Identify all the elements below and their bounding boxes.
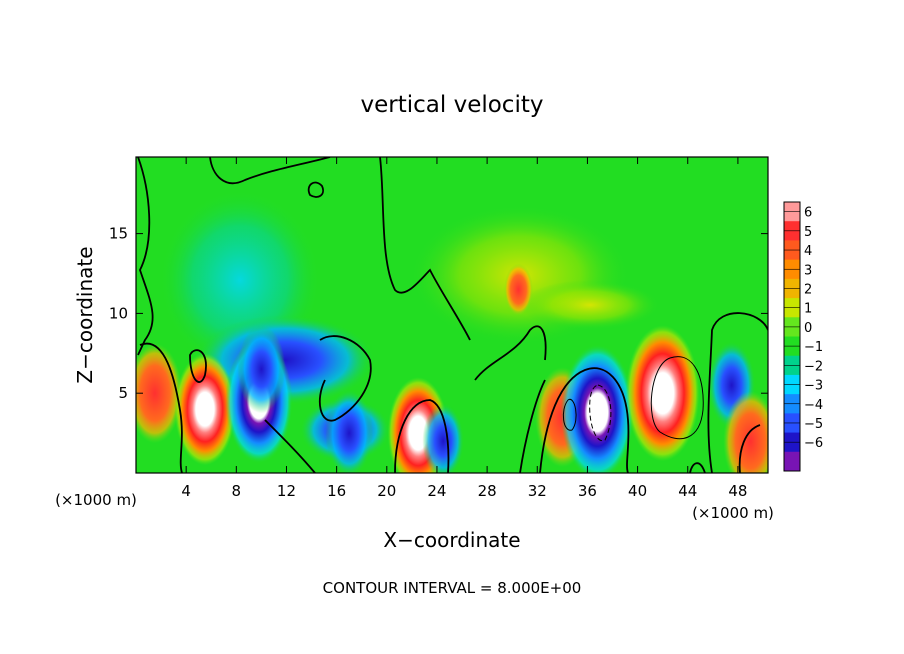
contour-line: [707, 312, 768, 473]
updraft-cell: [723, 391, 768, 473]
colorbar-label: 3: [804, 263, 812, 278]
x-tick-label: 4: [181, 482, 191, 500]
downdraft-cell: [325, 389, 374, 473]
y-tick-label: 5: [118, 384, 128, 402]
y-tick-label: 10: [109, 304, 128, 322]
contour-line: [394, 399, 450, 473]
colorbar-frame: [783, 201, 801, 472]
x-tick-label: 20: [377, 482, 396, 500]
contour-line: [738, 424, 761, 473]
y-axis: 5 10 15: [109, 225, 768, 402]
contour-line-negative: [589, 384, 612, 442]
updraft-cell: [174, 353, 236, 466]
zero-contours: [137, 157, 768, 473]
plot-frame: [135, 156, 769, 474]
contour-line: [539, 367, 630, 473]
x-tick-label: 36: [578, 482, 597, 500]
contour-line-positive: [650, 356, 704, 440]
downdraft-cell: [237, 325, 286, 414]
contour-line: [189, 349, 207, 383]
colorbar-label: 4: [804, 244, 812, 259]
contour-line: [379, 157, 471, 341]
colorbar-label: −4: [804, 398, 823, 413]
contour-line: [519, 379, 546, 473]
strong-contours: [562, 356, 704, 442]
x-tick-label: 44: [678, 482, 697, 500]
contour-line-positive: [562, 398, 577, 431]
x-tick-label: 48: [728, 482, 747, 500]
chart-title: vertical velocity: [361, 92, 544, 118]
colorbar-label: −6: [804, 436, 823, 451]
contour-line: [689, 462, 706, 473]
x-tick-label: 8: [232, 482, 242, 500]
downdraft-cell: [422, 403, 465, 473]
downdraft-cell: [560, 344, 635, 473]
contour-interval-note: CONTOUR INTERVAL = 8.000E+00: [323, 579, 582, 597]
y-tick-label: 15: [109, 225, 128, 243]
colorbar-label: −2: [804, 359, 823, 374]
x-axis-label: X−coordinate: [383, 528, 520, 552]
x-tick-label: 32: [528, 482, 547, 500]
updraft-cell: [504, 263, 533, 316]
x-unit-right: (×1000 m): [692, 504, 774, 522]
contour-line: [137, 157, 154, 356]
contour-line: [209, 157, 331, 185]
contour-line: [474, 325, 547, 381]
colorbar-label: 2: [804, 282, 812, 297]
colorbar-label: −5: [804, 417, 823, 432]
x-tick-label: 40: [628, 482, 647, 500]
contour-line: [318, 335, 372, 422]
x-tick-label: 24: [427, 482, 446, 500]
colorbar-label: −3: [804, 379, 823, 394]
colorbar-label: 1: [804, 302, 812, 317]
colorbar-swatch: [784, 451, 800, 472]
colorbar: 6 5 4 3 2 1 0 −1 −2 −3 −4 −5 −6: [783, 201, 823, 472]
x-tick-label: 16: [327, 482, 346, 500]
contour-line: [264, 419, 316, 473]
heatmap-field: [136, 157, 768, 473]
y-axis-label: Z−coordinate: [73, 246, 97, 383]
colorbar-label: 5: [804, 225, 812, 240]
updraft-cell: [625, 325, 700, 462]
contour-line: [139, 342, 183, 473]
x-tick-label: 12: [277, 482, 296, 500]
colorbar-label: −1: [804, 340, 823, 355]
colorbar-label: 0: [804, 321, 812, 336]
contour-line: [307, 181, 324, 198]
colorbar-label: 6: [804, 206, 812, 221]
x-tick-label: 28: [478, 482, 497, 500]
x-axis: 4 8 12 16 20 24 28 32 36 40 44 48: [181, 157, 747, 500]
updraft-anomaly-mid: [520, 280, 660, 330]
x-unit-left: (×1000 m): [55, 491, 137, 509]
